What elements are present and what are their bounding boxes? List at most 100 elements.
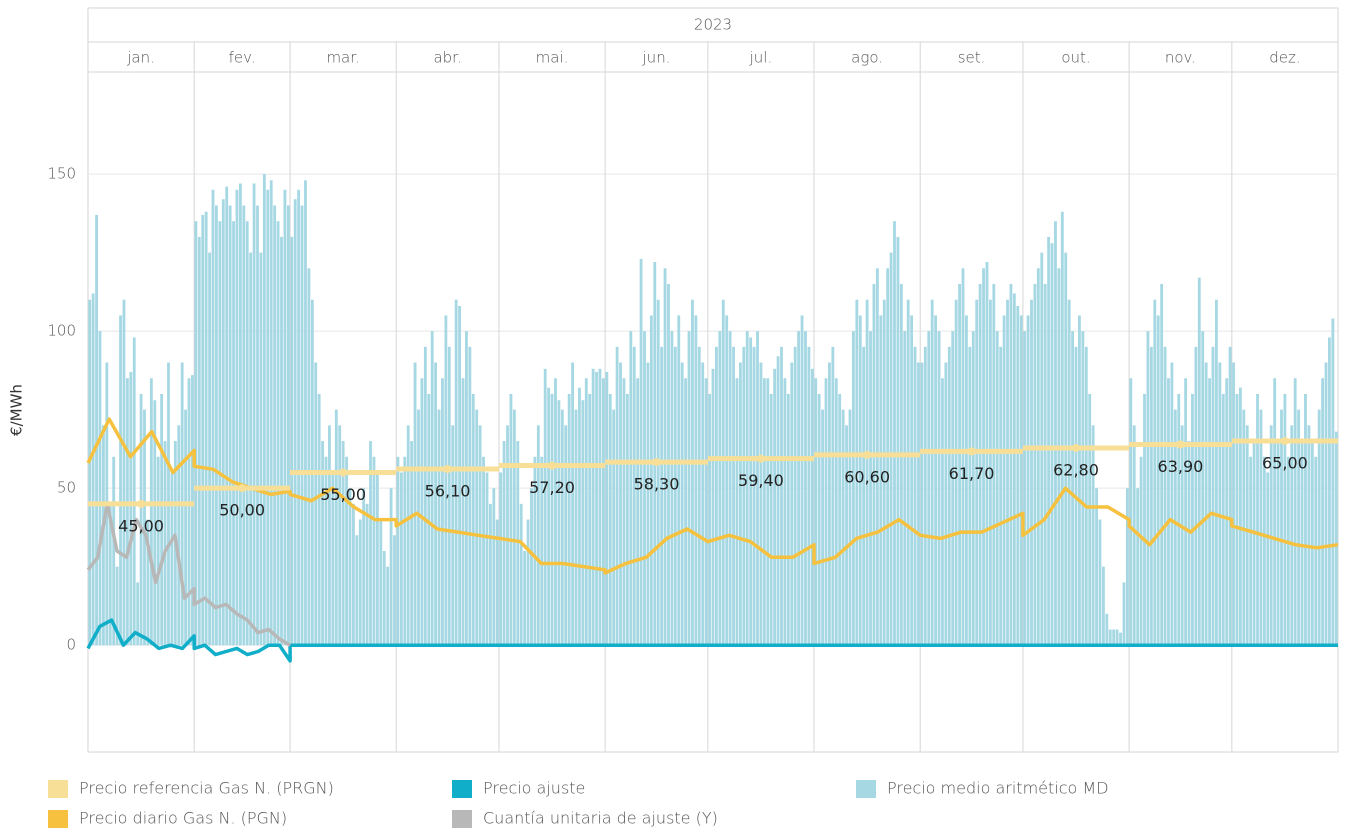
bar (286, 205, 290, 646)
bar (204, 211, 208, 646)
line (86, 417, 1339, 575)
reference-dot (1176, 440, 1185, 449)
bar (454, 299, 458, 646)
bar (896, 236, 900, 646)
bar (269, 180, 273, 646)
reference-dot (339, 468, 348, 477)
bar (365, 503, 369, 646)
bar (1122, 582, 1126, 646)
bar (954, 299, 958, 646)
bar (934, 315, 938, 646)
legend-label: Precio referencia Gas N. (PRGN) (79, 779, 334, 798)
bar (1081, 331, 1085, 646)
bar (242, 205, 246, 646)
bar (1047, 236, 1051, 646)
bar (848, 409, 852, 646)
bar (1023, 331, 1027, 646)
bar (612, 409, 616, 646)
bar (331, 472, 335, 646)
bar (437, 409, 441, 646)
bar (1016, 305, 1020, 646)
bar (694, 315, 698, 646)
bar (821, 409, 825, 646)
bar (389, 488, 393, 646)
bar (328, 425, 331, 646)
bar (834, 378, 838, 646)
bar (290, 236, 294, 646)
bar (300, 205, 304, 646)
bar (1173, 409, 1177, 646)
bar (783, 378, 787, 646)
y-tick-label: 0 (66, 636, 76, 654)
bar (1132, 425, 1136, 646)
bar (358, 519, 362, 646)
bar (571, 362, 575, 646)
bar (865, 299, 869, 646)
bar (307, 268, 311, 646)
legend-swatch (452, 780, 472, 798)
bar (403, 456, 407, 646)
bar (817, 393, 821, 646)
bar (807, 346, 811, 646)
bar (382, 550, 386, 646)
bar (756, 331, 759, 646)
bar (851, 331, 855, 646)
legend-swatch (452, 810, 472, 828)
bar (858, 315, 862, 646)
bar (1215, 299, 1218, 646)
bar (988, 299, 992, 646)
data-label: 45,00 (118, 516, 164, 535)
bar (1177, 393, 1181, 646)
bar (680, 362, 684, 646)
bar (1108, 629, 1112, 646)
bar (399, 472, 403, 646)
bar (1119, 632, 1122, 646)
bar (759, 362, 763, 646)
bar (201, 214, 205, 646)
bar (1238, 387, 1242, 646)
month-label: fev. (229, 49, 256, 67)
bar (591, 368, 595, 646)
reference-dot (443, 465, 452, 474)
bar (228, 205, 232, 646)
bar (711, 368, 715, 646)
bar (1256, 393, 1259, 646)
bar (1328, 337, 1331, 646)
bar (752, 346, 756, 646)
bar (1125, 488, 1129, 646)
legend-label: Precio ajuste (483, 779, 585, 798)
bar (917, 362, 920, 646)
reference-dot (238, 484, 247, 493)
bar (1019, 315, 1023, 646)
bar (1208, 378, 1211, 646)
bar (893, 221, 896, 646)
bar (1225, 378, 1229, 646)
bar (1280, 409, 1283, 646)
bar (903, 331, 907, 646)
bar (509, 393, 513, 646)
bar (687, 331, 691, 646)
bar (745, 331, 749, 646)
month-label: out. (1061, 49, 1090, 67)
bar (434, 362, 438, 646)
bar (574, 409, 578, 646)
bar (304, 180, 307, 646)
bar (643, 331, 646, 646)
bar (1153, 299, 1157, 646)
bar (1060, 211, 1064, 646)
bar (738, 362, 742, 646)
bar (197, 236, 201, 646)
bar (1290, 425, 1294, 646)
bar (728, 331, 732, 646)
month-label: abr. (433, 49, 461, 67)
plot-frame (87, 7, 1339, 753)
bar (550, 393, 554, 646)
bar (153, 400, 157, 646)
bar (119, 315, 122, 646)
bar (218, 221, 222, 646)
bar (1084, 346, 1088, 646)
bar (461, 378, 465, 646)
bar (1098, 519, 1102, 646)
bar (780, 346, 783, 646)
reference-dot (1072, 443, 1081, 452)
